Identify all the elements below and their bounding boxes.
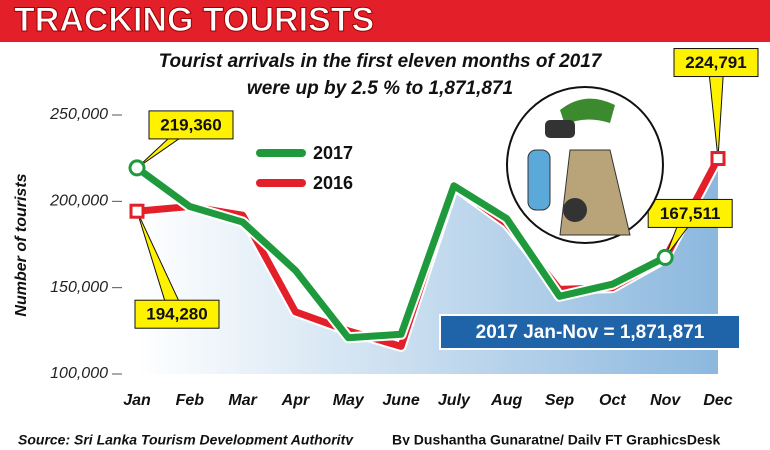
annotation: 2017 Jan-Nov = 1,871,871 — [476, 322, 705, 343]
y-tick-label: 100,000 — [50, 365, 108, 382]
credit: By Dushantha Gunaratne/ Daily FT Graphic… — [392, 432, 721, 445]
x-tick-label: June — [382, 392, 419, 409]
x-tick-label: Jan — [123, 392, 151, 409]
illustration — [506, 86, 664, 244]
total-box — [439, 314, 741, 350]
x-tick-label: Aug — [490, 392, 522, 409]
legend-label: 2016 — [313, 173, 353, 193]
line — [134, 165, 667, 342]
marker — [129, 203, 145, 219]
marker — [710, 151, 726, 167]
x-tick-label: Dec — [703, 392, 732, 409]
y-tick-label: 150,000 — [50, 279, 108, 296]
marker — [128, 159, 146, 177]
subtitle: Tourist arrivals in the first eleven mon… — [159, 51, 603, 72]
x-tick-label: Feb — [176, 392, 205, 409]
data-label: 194,280 — [146, 305, 207, 324]
label-box — [134, 299, 220, 329]
data-label: 219,360 — [160, 115, 221, 134]
x-tick-label: July — [438, 392, 471, 409]
x-tick-label: Apr — [281, 392, 310, 409]
source: Source: Sri Lanka Tourism Development Au… — [18, 432, 354, 445]
x-tick-label: Oct — [599, 392, 626, 409]
x-tick-label: Mar — [228, 392, 257, 409]
data-label: 224,791 — [685, 53, 746, 72]
subtitle: were up by 2.5 % to 1,871,871 — [247, 78, 513, 99]
label-box — [673, 48, 759, 78]
header-bar — [0, 0, 770, 42]
chart-title: TRACKING TOURISTS — [14, 1, 374, 39]
x-tick-label: May — [333, 392, 365, 409]
label-box — [148, 110, 234, 140]
y-axis-label: Number of tourists — [13, 173, 30, 316]
y-tick-label: 200,000 — [49, 193, 108, 210]
legend-label: 2017 — [313, 143, 353, 163]
x-tick-label: Nov — [650, 392, 681, 409]
y-tick-label: 250,000 — [49, 106, 108, 123]
x-tick-label: Sep — [545, 392, 575, 409]
label-box — [647, 198, 733, 228]
marker — [656, 248, 674, 266]
data-label: 167,511 — [660, 204, 721, 223]
